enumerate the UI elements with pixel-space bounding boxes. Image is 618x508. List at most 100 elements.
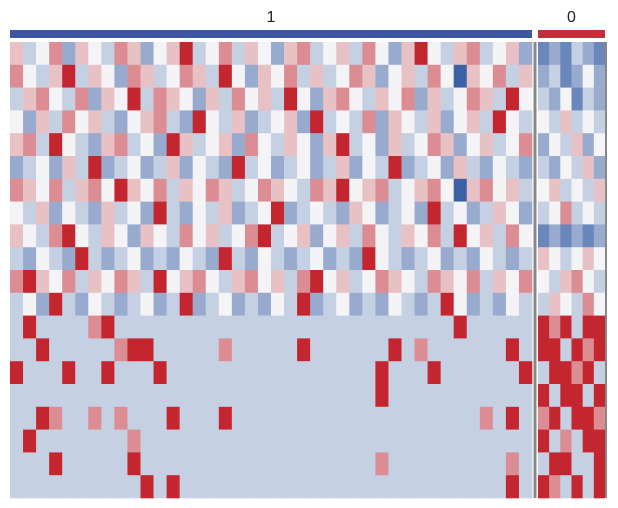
heatmap-cell xyxy=(310,110,324,134)
heatmap-cell xyxy=(310,201,324,225)
heatmap-cell xyxy=(23,110,37,134)
heatmap-cell xyxy=(505,133,520,157)
heatmap-cell xyxy=(88,64,102,88)
heatmap-cell xyxy=(466,475,481,499)
heatmap-cell xyxy=(101,42,115,66)
heatmap-cell xyxy=(140,384,154,408)
heatmap-cell xyxy=(10,452,24,476)
heatmap-cell xyxy=(166,270,180,294)
heatmap-cell xyxy=(440,64,454,88)
heatmap-cell xyxy=(271,224,285,248)
heatmap-cell xyxy=(492,64,507,88)
heatmap-cell xyxy=(218,133,233,157)
heatmap-cell xyxy=(414,315,428,339)
heatmap-cell xyxy=(479,224,494,248)
heatmap-cell xyxy=(75,247,89,271)
heatmap-cell xyxy=(479,406,494,430)
heatmap-cell xyxy=(479,42,494,66)
heatmap-cell xyxy=(75,42,89,66)
heatmap-cell xyxy=(36,270,50,294)
heatmap-cell xyxy=(127,270,141,294)
heatmap-cell xyxy=(414,87,428,111)
heatmap-cell xyxy=(218,315,233,339)
heatmap-cell xyxy=(205,270,220,294)
heatmap-cell xyxy=(505,361,520,385)
heatmap-cell xyxy=(127,315,141,339)
heatmap-cell xyxy=(192,224,207,248)
heatmap-cell xyxy=(518,178,533,202)
heatmap-cell xyxy=(114,338,128,362)
heatmap-cell xyxy=(323,406,337,430)
heatmap-cell xyxy=(414,247,428,271)
heatmap-cell xyxy=(297,87,311,111)
heatmap-cell xyxy=(571,42,583,66)
heatmap-cell xyxy=(593,292,606,316)
heatmap-cell xyxy=(453,178,468,202)
heatmap-cell xyxy=(140,156,154,180)
heatmap-cell xyxy=(492,315,507,339)
heatmap-cell xyxy=(323,429,337,453)
heatmap-cell xyxy=(375,201,389,225)
heatmap-cell xyxy=(549,178,561,202)
heatmap-cell xyxy=(440,201,454,225)
heatmap-cell xyxy=(414,201,428,225)
heatmap-cell xyxy=(244,338,259,362)
heatmap-cell xyxy=(36,42,50,66)
heatmap-cell xyxy=(549,338,561,362)
heatmap-cell xyxy=(414,270,428,294)
heatmap-cell xyxy=(257,42,272,66)
heatmap-cell xyxy=(231,429,246,453)
heatmap-cell xyxy=(257,247,272,271)
heatmap-cell xyxy=(88,406,102,430)
heatmap-cell xyxy=(62,384,76,408)
heatmap-cell xyxy=(205,338,220,362)
heatmap-cell xyxy=(401,178,415,202)
heatmap-cell xyxy=(549,384,561,408)
heatmap-cell xyxy=(336,361,350,385)
heatmap-cell xyxy=(571,87,583,111)
heatmap-cell xyxy=(323,452,337,476)
heatmap-cell xyxy=(492,201,507,225)
heatmap-cell xyxy=(257,110,272,134)
heatmap-cell xyxy=(560,42,572,66)
heatmap-cell xyxy=(549,247,561,271)
heatmap-cell xyxy=(349,315,363,339)
heatmap-cell xyxy=(244,42,259,66)
heatmap-cell xyxy=(101,384,115,408)
heatmap-cell xyxy=(538,475,550,499)
heatmap-cell xyxy=(36,338,50,362)
heatmap-cell xyxy=(114,247,128,271)
heatmap-cell xyxy=(401,475,415,499)
heatmap-cell xyxy=(538,247,550,271)
heatmap-cell xyxy=(336,429,350,453)
heatmap-cell xyxy=(49,292,63,316)
heatmap-cell xyxy=(36,178,50,202)
heatmap-cell xyxy=(192,315,207,339)
heatmap-cell xyxy=(479,156,494,180)
heatmap-cell xyxy=(571,270,583,294)
heatmap-cell xyxy=(284,406,298,430)
heatmap-cell xyxy=(427,247,441,271)
heatmap-cell xyxy=(593,361,606,385)
heatmap-cell xyxy=(388,338,402,362)
heatmap-cell xyxy=(323,156,337,180)
heatmap-cell xyxy=(257,156,272,180)
heatmap-cell xyxy=(505,452,520,476)
heatmap-cell xyxy=(205,361,220,385)
heatmap-cell xyxy=(440,406,454,430)
heatmap-cell xyxy=(114,475,128,499)
heatmap-cell xyxy=(336,338,350,362)
heatmap-cell xyxy=(453,270,468,294)
heatmap-cell xyxy=(179,452,193,476)
heatmap-cell xyxy=(231,361,246,385)
heatmap-cell xyxy=(349,452,363,476)
heatmap-cell xyxy=(114,429,128,453)
heatmap-cell xyxy=(349,270,363,294)
heatmap-cell xyxy=(127,201,141,225)
heatmap-cell xyxy=(560,156,572,180)
heatmap-cell xyxy=(388,292,402,316)
heatmap-cell xyxy=(127,87,141,111)
heatmap-cell xyxy=(492,475,507,499)
heatmap-cell xyxy=(505,315,520,339)
heatmap-cell xyxy=(518,475,533,499)
